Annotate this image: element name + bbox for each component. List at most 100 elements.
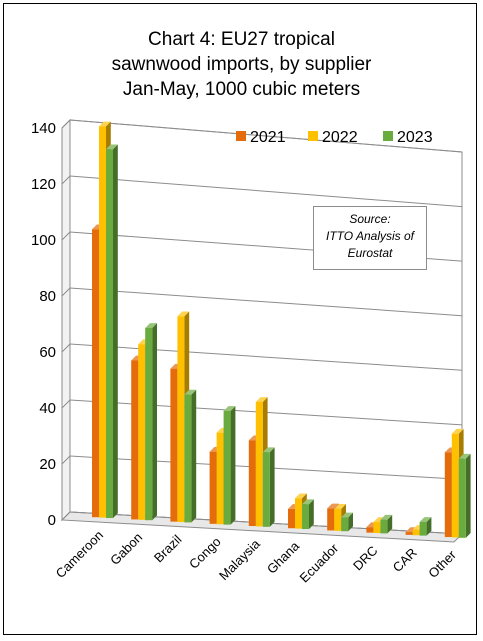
- y-tick-label: 80: [39, 288, 56, 305]
- bar-side: [113, 144, 118, 519]
- source-annotation: Source: ITTO Analysis of Eurostat: [313, 206, 427, 270]
- bar-front: [145, 327, 153, 521]
- bar-side: [269, 447, 275, 527]
- bar-front: [106, 149, 113, 519]
- bar-top: [327, 503, 339, 509]
- category-label: Brazil: [151, 532, 185, 566]
- y-tick-label: 140: [31, 120, 56, 137]
- gridline-side: [61, 343, 71, 353]
- bar-ghana-2023: [302, 499, 314, 530]
- bar-top: [177, 311, 190, 317]
- bar-top: [223, 406, 236, 411]
- legend-label-2021: 2021: [250, 129, 286, 146]
- bar-front: [223, 410, 231, 525]
- bar-front: [302, 504, 309, 530]
- bar-front: [248, 440, 256, 527]
- bar-car-2023: [419, 517, 432, 536]
- bar-front: [209, 451, 217, 524]
- bar-side: [152, 323, 157, 521]
- bar-front: [373, 522, 381, 534]
- category-label: DRC: [350, 543, 381, 574]
- bar-top: [255, 397, 268, 402]
- bar-front: [419, 521, 427, 536]
- bar-side: [387, 514, 393, 534]
- bar-top: [184, 389, 197, 395]
- gridline: [69, 175, 463, 208]
- bar-top: [341, 512, 353, 518]
- bar-top: [419, 517, 432, 522]
- bar-front: [295, 498, 302, 529]
- bar-front: [216, 432, 224, 525]
- category-label: Malaysia: [216, 536, 263, 583]
- bar-other-2023: [458, 453, 471, 538]
- y-tick-label: 100: [31, 232, 56, 249]
- legend-swatch-2021: [236, 131, 246, 141]
- title-line-2: sawnwood imports, by supplier: [111, 54, 372, 75]
- bar-top: [295, 493, 307, 499]
- bar-top: [99, 121, 111, 127]
- bar-front: [92, 229, 99, 518]
- category-label: Gabon: [107, 530, 145, 568]
- bar-malaysia-2023: [262, 447, 275, 527]
- bar-top: [302, 499, 314, 505]
- y-tick-label: 20: [39, 456, 56, 473]
- legend: 2021 2022 2023: [236, 129, 433, 146]
- bar-side: [230, 406, 236, 525]
- gridline-side: [61, 287, 71, 297]
- bar-top: [380, 514, 393, 520]
- gridline-side: [61, 175, 71, 185]
- bar-brazil-2023: [184, 389, 197, 523]
- bar-front: [444, 452, 452, 538]
- bar-top: [334, 504, 346, 509]
- bar-front: [451, 433, 459, 538]
- bar-front: [131, 360, 139, 520]
- bar-front: [366, 527, 374, 533]
- gridline: [69, 343, 463, 371]
- source-line-2: ITTO Analysis of: [325, 229, 415, 243]
- bar-top: [106, 144, 118, 150]
- gridline: [69, 287, 463, 317]
- legend-swatch-2023: [383, 131, 393, 141]
- bar-drc-2023: [380, 514, 393, 534]
- category-label: Congo: [186, 534, 224, 572]
- bar-top: [262, 447, 275, 453]
- bar-side: [465, 453, 471, 538]
- bar-ecuador-2023: [341, 512, 353, 532]
- legend-swatch-2022: [308, 131, 318, 141]
- y-tick-label: 0: [48, 512, 56, 529]
- bar-front: [327, 508, 335, 531]
- bar-front: [138, 344, 146, 520]
- bar-gabon-2023: [145, 323, 157, 521]
- gridline-side: [61, 119, 71, 129]
- y-tick-label: 120: [31, 176, 56, 193]
- y-tick-label: 40: [39, 400, 56, 417]
- gridline: [69, 119, 463, 153]
- chart-title: Chart 4: EU27 tropical sawnwood imports,…: [0, 27, 483, 102]
- category-label: Cameroon: [53, 527, 107, 581]
- bar-front: [99, 126, 106, 518]
- bar-front: [341, 517, 349, 532]
- bar-side: [191, 389, 197, 523]
- gridline-side: [61, 399, 71, 409]
- bar-side: [309, 499, 314, 530]
- bar-front: [412, 529, 420, 536]
- gridline-side: [61, 231, 71, 241]
- title-line-1: Chart 4: EU27 tropical: [148, 29, 335, 50]
- bar-top: [458, 453, 471, 459]
- bar-front: [380, 519, 388, 534]
- gridline-side: [61, 455, 71, 465]
- bar-top: [145, 323, 157, 328]
- legend-label-2023: 2023: [397, 129, 433, 146]
- gridline-side: [61, 511, 71, 521]
- bar-top: [451, 428, 464, 434]
- title-line-3: Jan-May, 1000 cubic meters: [122, 79, 361, 100]
- bar-front: [288, 508, 295, 529]
- bar-front: [255, 401, 263, 527]
- y-tick-label: 60: [39, 344, 56, 361]
- bar-front: [177, 316, 185, 523]
- bar-congo-2023: [223, 406, 236, 525]
- bar-cameroon-2023: [106, 144, 118, 519]
- bar-front: [184, 394, 192, 523]
- legend-label-2022: 2022: [322, 129, 358, 146]
